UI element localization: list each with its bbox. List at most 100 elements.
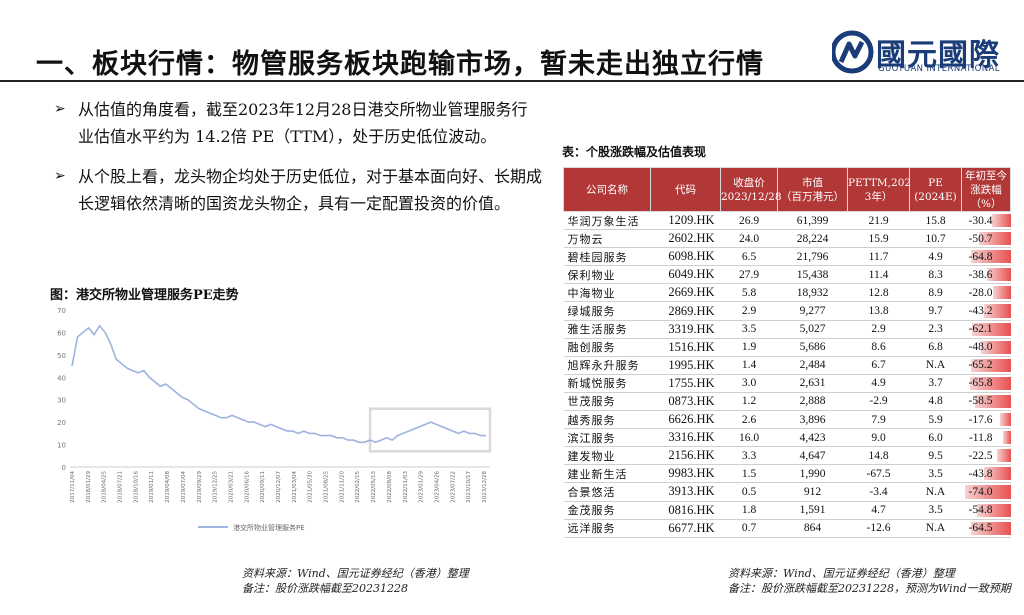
stock-code: 2869.HK bbox=[650, 301, 721, 321]
pe-ttm: 13.8 bbox=[847, 301, 910, 321]
pe-ttm: -3.4 bbox=[847, 482, 910, 502]
market-cap: 1,990 bbox=[777, 464, 848, 484]
x-tick-label: 2021/11/20 bbox=[339, 471, 345, 503]
stock-code: 2669.HK bbox=[650, 283, 721, 303]
column-header: 市值 （百万港元） bbox=[777, 167, 848, 212]
table-row: 滨江服务 3316.HK 16.0 4,423 9.0 6.0 -11.8 bbox=[563, 428, 1011, 448]
table-row: 中海物业 2669.HK 5.8 18,932 12.8 8.9 -28.0 bbox=[563, 283, 1011, 303]
change-cell: -54.8 bbox=[961, 501, 1011, 520]
pe-forward: N.A bbox=[909, 519, 962, 538]
table-row: 建业新生活 9983.HK 1.5 1,990 -67.5 3.5 -43.8 bbox=[563, 464, 1011, 484]
close-price: 24.0 bbox=[720, 229, 778, 249]
table-row: 远洋服务 6677.HK 0.7 864 -12.6 N.A -64.5 bbox=[563, 519, 1011, 538]
market-cap: 28,224 bbox=[777, 229, 848, 249]
pe-forward: N.A bbox=[909, 482, 962, 502]
change-cell: -43.2 bbox=[961, 301, 1011, 321]
change-cell: -64.5 bbox=[961, 519, 1011, 538]
pe-ttm: 4.7 bbox=[847, 501, 910, 520]
y-tick-label: 30 bbox=[57, 397, 66, 405]
close-price: 2.9 bbox=[720, 301, 778, 321]
close-price: 16.0 bbox=[720, 428, 778, 448]
x-tick-label: 2021/03/04 bbox=[292, 471, 298, 503]
table-row: 世茂服务 0873.HK 1.2 2,888 -2.9 4.8 -58.5 bbox=[563, 392, 1011, 412]
change-cell: -50.7 bbox=[961, 229, 1011, 249]
change-value: -43.8 bbox=[968, 467, 993, 480]
close-price: 5.8 bbox=[720, 283, 778, 303]
market-cap: 864 bbox=[777, 519, 848, 538]
market-cap: 15,438 bbox=[777, 265, 848, 285]
figure-note: 备注：股价涨跌幅截至20231228 bbox=[242, 582, 408, 595]
table-header-row: 公司名称 代码 收盘价 2023/12/28 市值 （百万港元） PETTM,202 3… bbox=[563, 167, 1011, 212]
company-name: 建发物业 bbox=[563, 446, 651, 466]
x-tick-label: 2020/03/21 bbox=[228, 471, 234, 503]
table-row: 碧桂园服务 6098.HK 6.5 21,796 11.7 4.9 -64.8 bbox=[563, 247, 1011, 267]
company-name: 万物云 bbox=[563, 229, 651, 249]
x-tick-label: 2023/07/22 bbox=[450, 471, 456, 503]
x-tick-label: 2023/12/28 bbox=[482, 471, 488, 503]
x-tick-label: 2018/01/29 bbox=[86, 471, 92, 503]
figure-title: 图：港交所物业管理服务PE走势 bbox=[50, 288, 239, 303]
company-name: 雅生活服务 bbox=[563, 320, 651, 339]
market-cap: 4,423 bbox=[777, 428, 848, 448]
legend-label: 港交所物业管理服务PE bbox=[233, 523, 305, 532]
stock-code: 2602.HK bbox=[650, 229, 721, 249]
change-value: -11.8 bbox=[968, 431, 993, 444]
change-bar bbox=[972, 322, 1011, 336]
y-tick-label: 60 bbox=[57, 329, 66, 337]
y-tick-label: 40 bbox=[57, 374, 66, 382]
market-cap: 5,027 bbox=[777, 320, 848, 339]
y-tick-label: 50 bbox=[57, 352, 66, 360]
close-price: 0.7 bbox=[720, 519, 778, 538]
change-bar bbox=[981, 340, 1011, 354]
bullet-text: 从个股上看，龙头物企均处于历史低位，对于基本面向好、长期成长逻辑依然清晰的国资龙… bbox=[78, 167, 543, 213]
change-bar bbox=[984, 304, 1011, 318]
change-bar bbox=[993, 286, 1011, 300]
change-bar bbox=[970, 376, 1011, 390]
change-bar bbox=[976, 503, 1011, 517]
pe-ttm: 12.8 bbox=[847, 283, 910, 303]
change-cell: -64.8 bbox=[961, 247, 1011, 267]
table-row: 华润万象生活 1209.HK 26.9 61,399 21.9 15.8 -30.4 bbox=[563, 211, 1011, 231]
change-value: -22.5 bbox=[968, 449, 993, 462]
stock-code: 1209.HK bbox=[650, 211, 721, 231]
pe-forward: 5.9 bbox=[909, 410, 962, 430]
stock-code: 6626.HK bbox=[650, 410, 721, 430]
x-tick-label: 2020/09/11 bbox=[260, 471, 266, 503]
change-cell: -58.5 bbox=[961, 392, 1011, 412]
x-tick-label: 2018/07/21 bbox=[118, 471, 124, 503]
pe-ttm: 7.9 bbox=[847, 410, 910, 430]
company-name: 金茂服务 bbox=[563, 501, 651, 520]
table-row: 合景悠活 3913.HK 0.5 912 -3.4 N.A -74.0 bbox=[563, 482, 1011, 502]
close-price: 0.5 bbox=[720, 482, 778, 502]
change-cell: -62.1 bbox=[961, 320, 1011, 339]
y-tick-label: 10 bbox=[57, 442, 66, 450]
change-bar bbox=[970, 250, 1011, 264]
pe-forward: 15.8 bbox=[909, 211, 962, 231]
company-name: 旭辉永升服务 bbox=[563, 356, 651, 375]
table-row: 新城悦服务 1755.HK 3.0 2,631 4.9 3.7 -65.8 bbox=[563, 374, 1011, 393]
change-bar bbox=[974, 394, 1011, 409]
figure-source: 资料来源：Wind、国元证券经纪（香港）整理 bbox=[242, 567, 469, 580]
pe-forward: 6.0 bbox=[909, 428, 962, 448]
company-name: 滨江服务 bbox=[563, 428, 651, 448]
change-value: -62.1 bbox=[968, 323, 993, 336]
market-cap: 2,888 bbox=[777, 392, 848, 412]
pe-ttm: 11.7 bbox=[847, 247, 910, 267]
table-row: 越秀服务 6626.HK 2.6 3,896 7.9 5.9 -17.6 bbox=[563, 410, 1011, 430]
x-tick-label: 2019/01/11 bbox=[149, 471, 155, 503]
change-cell: -11.8 bbox=[961, 428, 1011, 448]
change-bar bbox=[965, 485, 1011, 499]
pe-ttm: 11.4 bbox=[847, 265, 910, 285]
change-cell: -65.8 bbox=[961, 374, 1011, 393]
pe-ttm: -2.9 bbox=[847, 392, 910, 412]
close-price: 1.5 bbox=[720, 464, 778, 484]
market-cap: 9,277 bbox=[777, 301, 848, 321]
x-tick-label: 2023/01/29 bbox=[419, 471, 425, 503]
recent-period-highlight bbox=[368, 407, 492, 453]
stock-code: 3913.HK bbox=[650, 482, 721, 502]
change-bar bbox=[983, 467, 1011, 481]
stock-code: 1755.HK bbox=[650, 374, 721, 393]
title-divider bbox=[0, 80, 1024, 82]
close-price: 26.9 bbox=[720, 211, 778, 231]
change-bar bbox=[999, 413, 1011, 427]
